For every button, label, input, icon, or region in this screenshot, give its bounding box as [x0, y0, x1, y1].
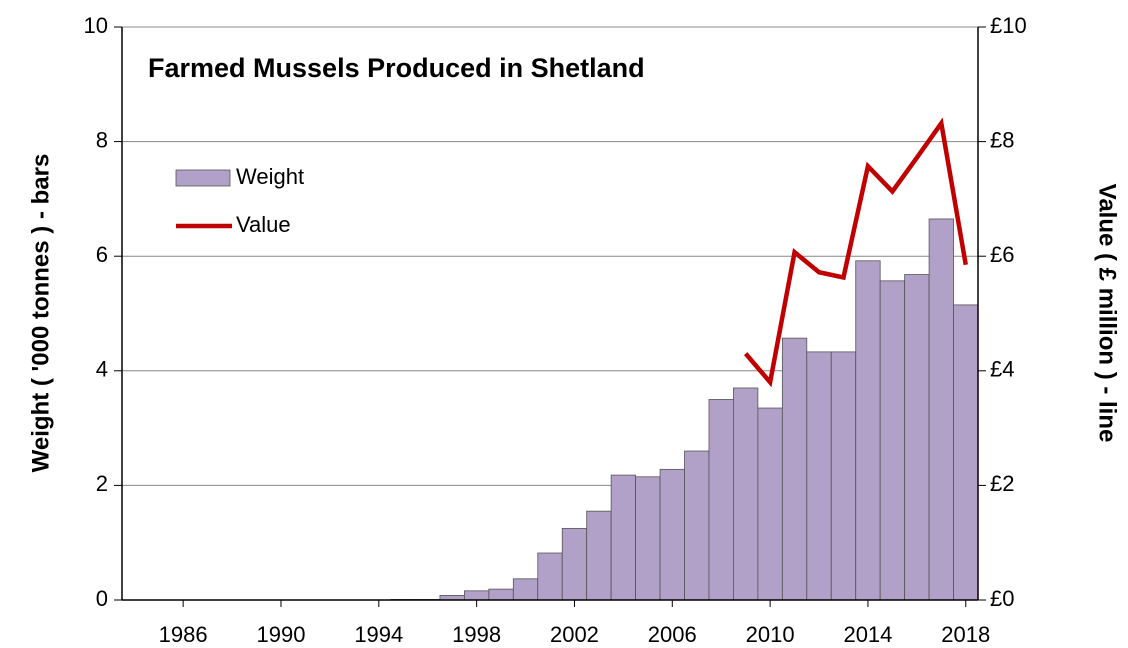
y-tick-label: 10: [84, 13, 108, 38]
x-tick-label: 1986: [159, 622, 208, 647]
x-tick-label: 2014: [843, 622, 892, 647]
x-tick-label: 1994: [354, 622, 403, 647]
bar: [659, 468, 685, 601]
bar: [879, 280, 906, 601]
bar: [904, 274, 930, 601]
y-tick-label: 8: [96, 127, 108, 152]
bar: [708, 399, 734, 601]
y-tick-label: 4: [96, 357, 108, 382]
y2-tick-label: £8: [990, 127, 1014, 152]
x-tick-label: 1998: [452, 622, 501, 647]
bar: [586, 510, 612, 601]
chart-title: Farmed Mussels Produced in Shetland: [148, 53, 645, 83]
value-line: [743, 117, 968, 388]
y-tick-label: 2: [96, 471, 108, 496]
bar: [855, 260, 881, 601]
bar: [830, 351, 857, 601]
bar: [684, 450, 710, 601]
bar: [463, 590, 490, 601]
bar: [537, 552, 563, 601]
bar: [512, 578, 539, 601]
x-tick-label: 2010: [746, 622, 795, 647]
bar: [781, 337, 808, 601]
y2-tick-label: £0: [990, 586, 1014, 611]
x-tick-label: 2006: [648, 622, 697, 647]
y2-tick-label: £10: [990, 13, 1027, 38]
bar: [488, 588, 514, 601]
y2-axis-label: Value ( £ million ) - line: [1094, 184, 1121, 443]
y2-tick-label: £6: [990, 242, 1014, 267]
bar: [928, 218, 954, 601]
bar: [635, 476, 661, 601]
legend-label: Weight: [236, 164, 304, 189]
y2-tick-label: £4: [990, 357, 1014, 382]
bar: [806, 351, 832, 601]
x-tick-label: 2018: [941, 622, 990, 647]
legend-label: Value: [236, 212, 291, 237]
y-tick-label: 0: [96, 586, 108, 611]
bar: [610, 474, 637, 601]
y-tick-label: 6: [96, 242, 108, 267]
bar: [561, 527, 588, 601]
y-axis-label: Weight ( '000 tonnes ) - bars: [27, 154, 54, 473]
bar: [757, 407, 783, 601]
x-tick-label: 1990: [256, 622, 305, 647]
bar: [733, 387, 759, 601]
legend-swatch: [175, 169, 231, 187]
bar: [953, 304, 979, 601]
y2-tick-label: £2: [990, 471, 1014, 496]
x-tick-label: 2002: [550, 622, 599, 647]
